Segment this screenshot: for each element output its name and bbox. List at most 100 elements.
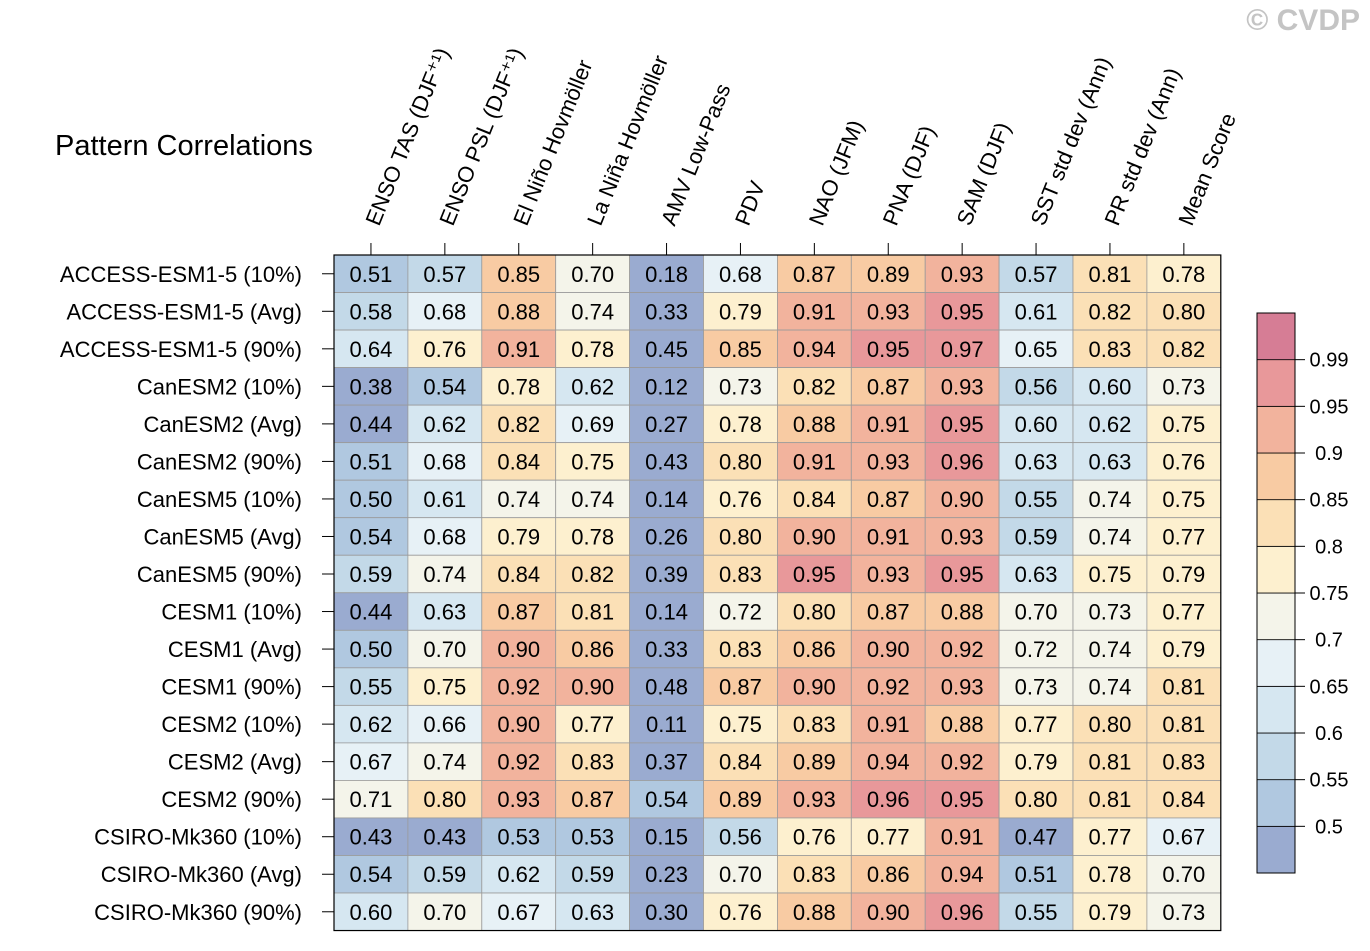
cell-value-label: 0.88 bbox=[497, 299, 540, 324]
colorbar-label: 0.75 bbox=[1310, 583, 1349, 605]
heatmap-cell bbox=[555, 479, 631, 519]
cell-value-label: 0.92 bbox=[497, 675, 540, 700]
cell-value-label: 0.74 bbox=[571, 299, 614, 324]
cell-value-label: 0.48 bbox=[645, 675, 688, 700]
heatmap-cell bbox=[629, 554, 704, 594]
colorbar-label: 0.6 bbox=[1315, 723, 1343, 745]
column-label: PNA (DJF) bbox=[878, 122, 941, 229]
cell-value-label: 0.80 bbox=[719, 449, 762, 474]
heatmap-cell bbox=[850, 442, 926, 481]
heatmap-cell bbox=[777, 292, 852, 331]
cell-value-label: 0.62 bbox=[571, 374, 614, 399]
cell-value-label: 0.70 bbox=[423, 900, 466, 925]
heatmap-cell bbox=[407, 329, 483, 368]
heatmap-cell bbox=[998, 817, 1074, 856]
cell-value-label: 0.91 bbox=[941, 825, 984, 850]
row-label: ACCESS-ESM1-5 (90%) bbox=[60, 337, 302, 362]
cell-value-label: 0.88 bbox=[793, 900, 836, 925]
cell-value-label: 0.67 bbox=[497, 900, 540, 925]
cell-value-label: 0.96 bbox=[867, 787, 910, 812]
cell-value-label: 0.85 bbox=[719, 337, 762, 362]
cell-value-label: 0.23 bbox=[645, 862, 688, 887]
heatmap-cell bbox=[850, 817, 926, 856]
cell-value-label: 0.75 bbox=[1089, 562, 1132, 587]
cell-value-label: 0.79 bbox=[497, 524, 540, 549]
cell-value-label: 0.77 bbox=[1162, 524, 1205, 549]
cell-value-label: 0.78 bbox=[1089, 862, 1132, 887]
heatmap-cell bbox=[555, 780, 631, 819]
cell-value-label: 0.57 bbox=[1015, 262, 1058, 287]
cell-value-label: 0.92 bbox=[497, 750, 540, 775]
cell-value-label: 0.68 bbox=[423, 449, 466, 474]
row-label: CSIRO-Mk360 (90%) bbox=[94, 900, 302, 925]
cell-value-label: 0.43 bbox=[350, 825, 393, 850]
cell-value-label: 0.79 bbox=[719, 299, 762, 324]
cell-value-label: 0.91 bbox=[793, 299, 836, 324]
colorbar-swatch bbox=[1256, 779, 1296, 827]
heatmap-cell bbox=[1072, 592, 1148, 631]
colorbar-label: 0.85 bbox=[1310, 490, 1349, 512]
colorbar-swatch bbox=[1256, 499, 1296, 547]
cell-value-label: 0.93 bbox=[941, 374, 984, 399]
cell-value-label: 0.74 bbox=[1089, 524, 1132, 549]
column-label: La Niña Hovmöller bbox=[582, 52, 673, 229]
cell-value-label: 0.87 bbox=[719, 675, 762, 700]
column-label: SST std dev (Ann) bbox=[1026, 53, 1116, 229]
row-label: CanESM5 (90%) bbox=[137, 562, 302, 587]
heatmap-cell bbox=[850, 254, 926, 293]
cell-value-label: 0.84 bbox=[497, 562, 540, 587]
cell-value-label: 0.73 bbox=[1015, 675, 1058, 700]
cell-value-label: 0.12 bbox=[645, 374, 688, 399]
cell-value-label: 0.74 bbox=[1089, 487, 1132, 512]
cell-value-label: 0.96 bbox=[941, 449, 984, 474]
cell-value-label: 0.75 bbox=[1162, 412, 1205, 437]
heatmap-cell bbox=[481, 517, 557, 556]
heatmap-cell bbox=[481, 855, 557, 894]
heatmap-cell bbox=[1146, 292, 1222, 331]
cell-value-label: 0.93 bbox=[867, 562, 910, 587]
cell-value-label: 0.90 bbox=[941, 487, 984, 512]
heatmap-cell bbox=[1072, 329, 1148, 368]
cell-value-label: 0.89 bbox=[867, 262, 910, 287]
cell-value-label: 0.57 bbox=[423, 262, 466, 287]
cell-value-label: 0.51 bbox=[350, 449, 393, 474]
cell-value-label: 0.73 bbox=[719, 374, 762, 399]
cell-value-label: 0.53 bbox=[571, 825, 614, 850]
cell-value-label: 0.78 bbox=[719, 412, 762, 437]
watermark: © CVDP bbox=[1246, 4, 1360, 37]
cell-value-label: 0.44 bbox=[350, 412, 393, 437]
cell-value-label: 0.92 bbox=[941, 637, 984, 662]
column-label: PR std dev (Ann) bbox=[1099, 64, 1185, 229]
colorbar-swatch bbox=[1256, 732, 1296, 781]
heatmap-cell bbox=[555, 554, 631, 594]
cell-value-label: 0.58 bbox=[350, 299, 393, 324]
colorbar-label: 0.7 bbox=[1315, 630, 1343, 652]
cell-value-label: 0.64 bbox=[350, 337, 393, 362]
cell-value-label: 0.77 bbox=[571, 712, 614, 737]
heatmap-cell bbox=[407, 855, 483, 894]
heatmap-cell bbox=[407, 780, 483, 819]
heatmap-cell bbox=[850, 892, 926, 931]
heatmap-cell bbox=[481, 254, 557, 293]
heatmap-cell bbox=[924, 817, 1000, 856]
heatmap-cell bbox=[407, 517, 483, 556]
cell-value-label: 0.74 bbox=[497, 487, 540, 512]
row-label: ACCESS-ESM1-5 (10%) bbox=[60, 262, 302, 287]
heatmap-cell bbox=[407, 554, 483, 594]
heatmap-cell bbox=[555, 667, 631, 706]
cell-value-label: 0.71 bbox=[350, 787, 393, 812]
colorbar-label: 0.8 bbox=[1315, 536, 1343, 558]
heatmap-cell bbox=[998, 704, 1074, 744]
cell-value-label: 0.87 bbox=[867, 374, 910, 399]
cell-value-label: 0.70 bbox=[1015, 600, 1058, 625]
heatmap-cell bbox=[481, 442, 557, 481]
column-label: El Niño Hovmöller bbox=[508, 56, 597, 229]
row-label: ACCESS-ESM1-5 (Avg) bbox=[66, 299, 302, 324]
cell-value-label: 0.63 bbox=[1015, 562, 1058, 587]
cell-value-label: 0.56 bbox=[719, 825, 762, 850]
cell-value-label: 0.80 bbox=[1089, 712, 1132, 737]
cell-value-label: 0.96 bbox=[941, 900, 984, 925]
heatmap-cell bbox=[777, 592, 852, 631]
heatmap-cell bbox=[481, 554, 557, 594]
heatmap-cell bbox=[629, 817, 704, 856]
